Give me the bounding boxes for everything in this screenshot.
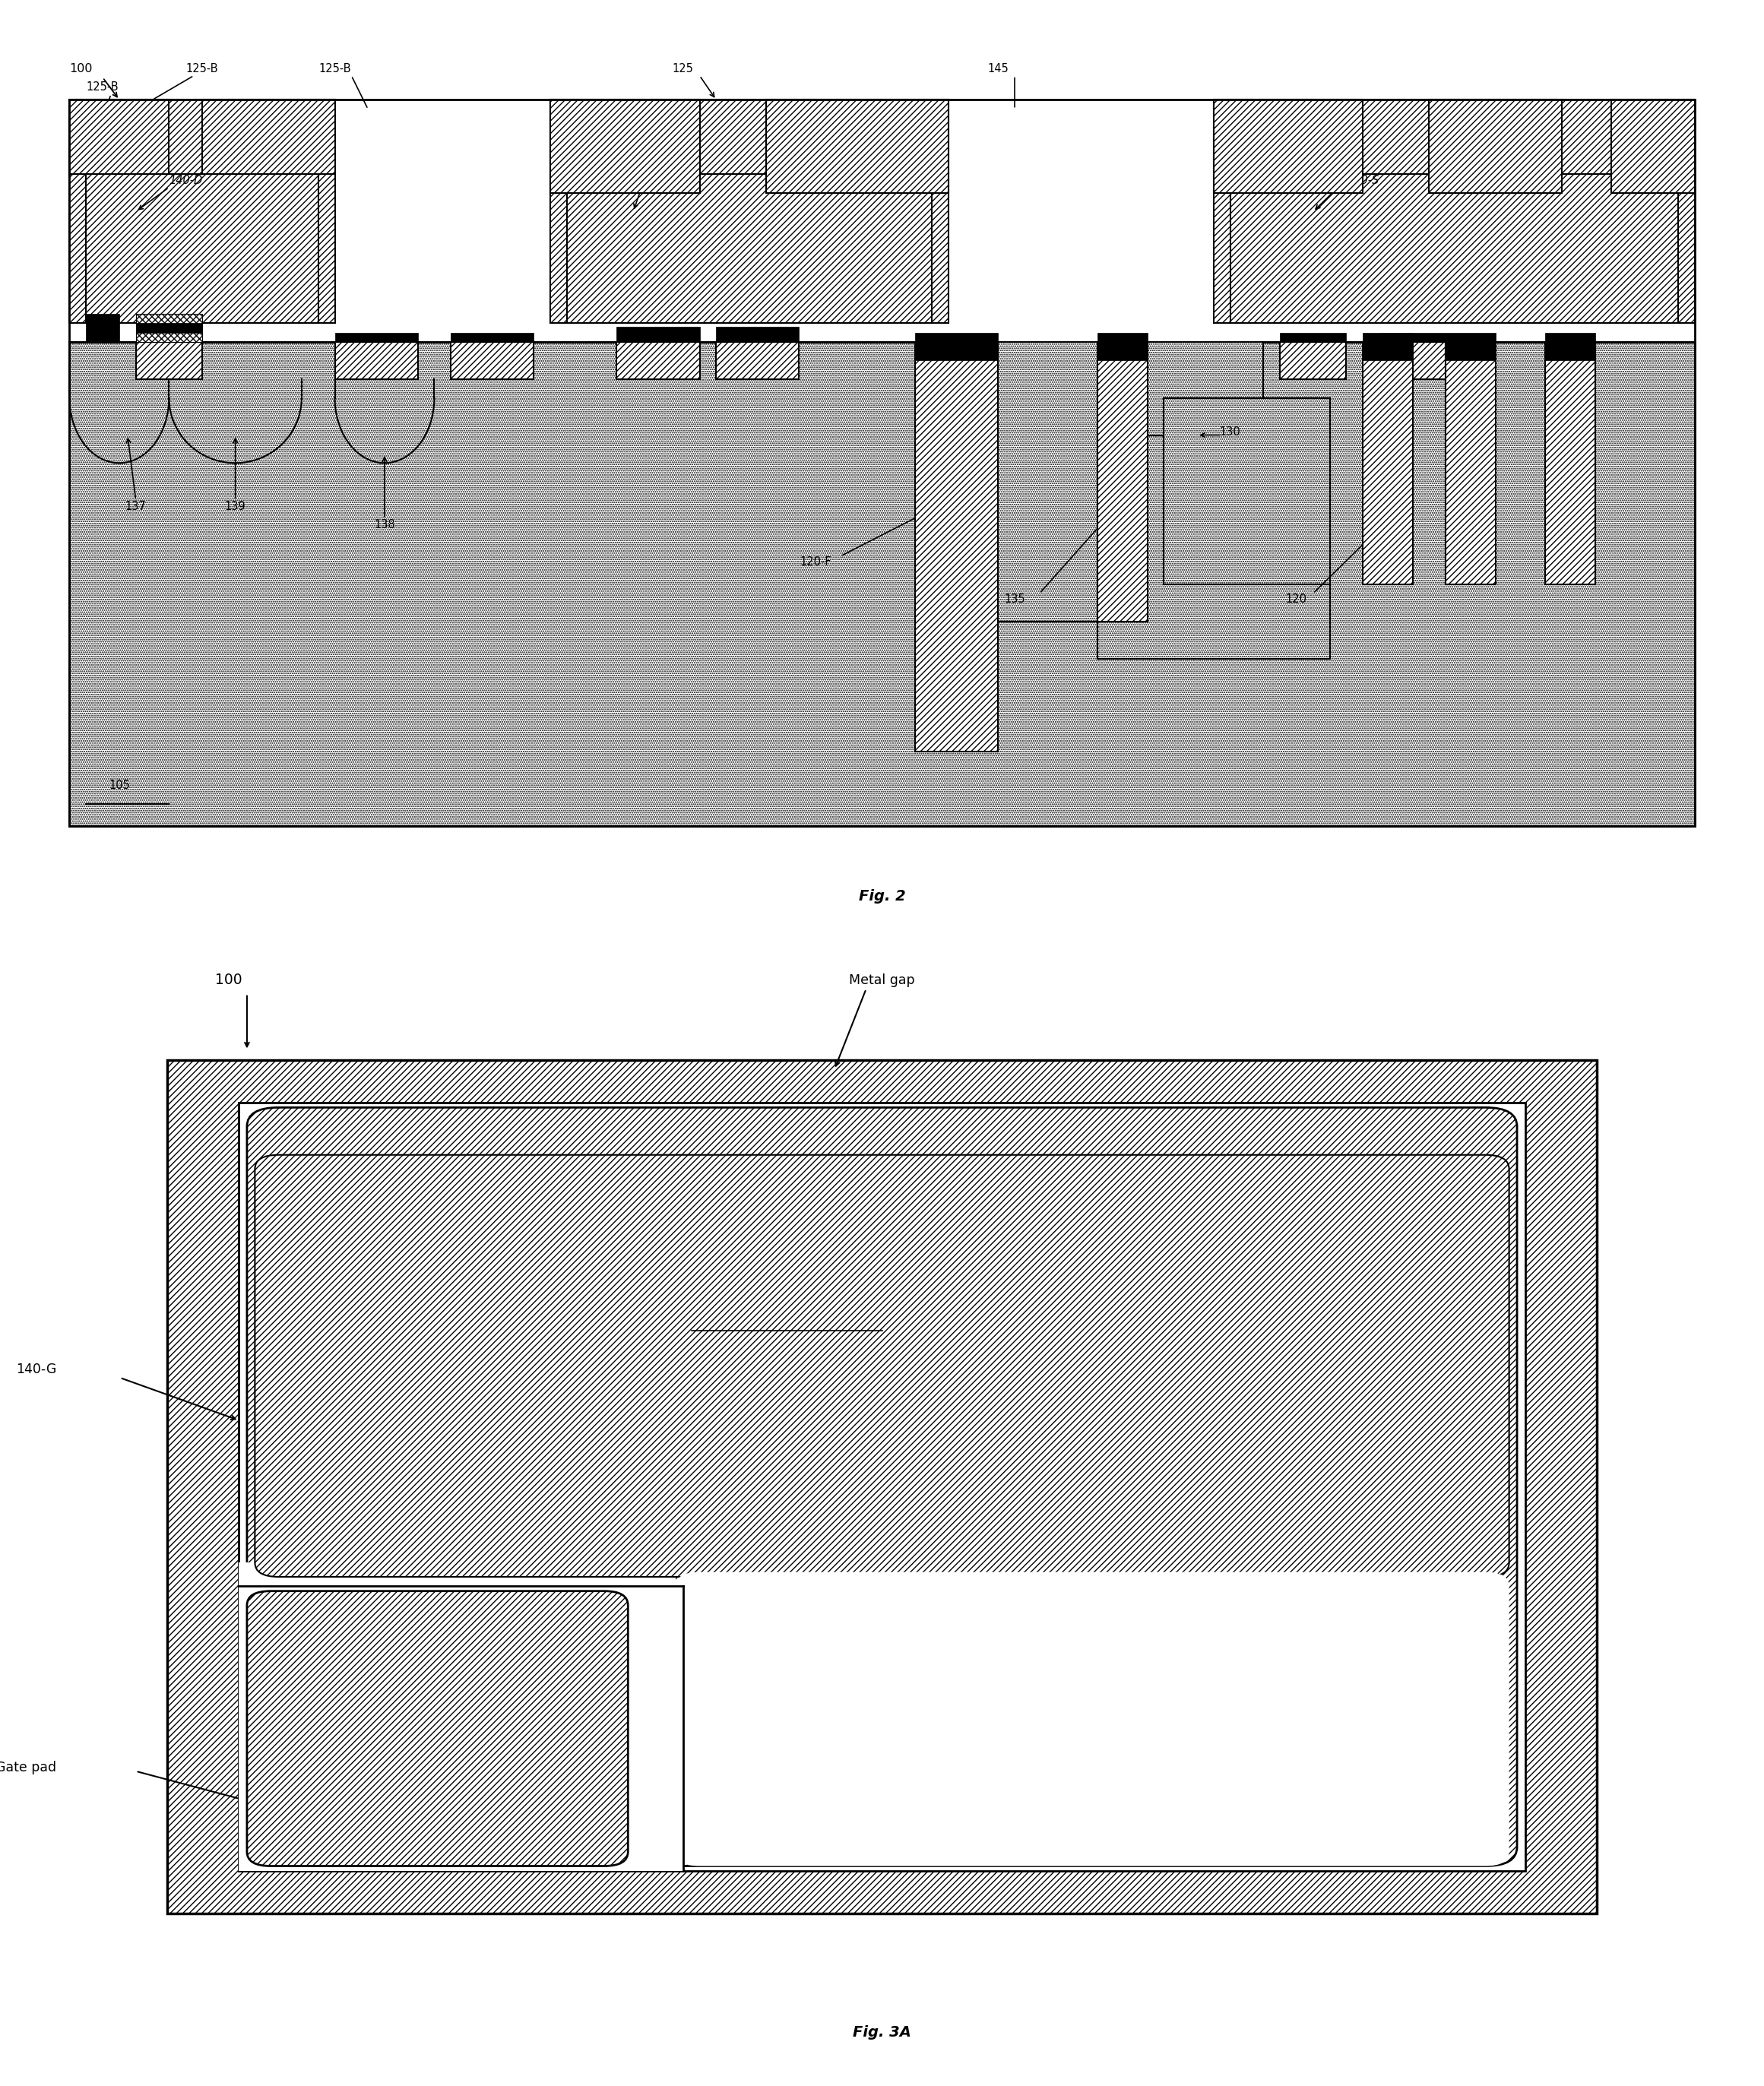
- Text: 105: 105: [109, 780, 131, 791]
- Text: Fig. 2: Fig. 2: [859, 889, 905, 903]
- Bar: [136, 323, 203, 332]
- Text: 120-F: 120-F: [799, 557, 831, 567]
- Bar: [240, 1562, 676, 1871]
- Bar: [168, 1060, 1596, 1913]
- Bar: [716, 328, 799, 342]
- Text: 120: 120: [1286, 595, 1307, 605]
- Bar: [1379, 342, 1446, 380]
- Bar: [240, 1103, 1524, 1871]
- Text: 140-G: 140-G: [16, 1362, 56, 1377]
- Bar: [1230, 175, 1678, 323]
- Text: 130: 130: [1219, 426, 1240, 438]
- Text: 139: 139: [224, 501, 245, 511]
- Bar: [916, 342, 998, 751]
- Bar: [1379, 332, 1446, 342]
- Bar: [136, 315, 203, 342]
- Bar: [1164, 398, 1330, 584]
- Bar: [452, 342, 534, 380]
- Bar: [766, 100, 949, 192]
- Bar: [452, 332, 534, 342]
- Text: 125-B: 125-B: [86, 81, 118, 92]
- Bar: [550, 100, 700, 192]
- FancyBboxPatch shape: [676, 1573, 1510, 1867]
- Bar: [550, 100, 949, 323]
- Text: 125-B: 125-B: [319, 63, 351, 75]
- Bar: [1612, 100, 1695, 192]
- Text: 140-S: 140-S: [736, 1306, 774, 1318]
- Text: Fig. 3A: Fig. 3A: [852, 2026, 912, 2040]
- Text: Metal gap: Metal gap: [848, 974, 916, 987]
- Bar: [1545, 342, 1595, 584]
- Text: 137: 137: [125, 501, 146, 511]
- Text: 140-S: 140-S: [1346, 175, 1379, 186]
- Bar: [1446, 342, 1496, 584]
- Bar: [1097, 342, 1147, 622]
- Bar: [86, 175, 318, 323]
- Bar: [1364, 332, 1413, 361]
- Bar: [69, 342, 1695, 826]
- Text: 100: 100: [215, 972, 242, 987]
- Bar: [1281, 342, 1346, 380]
- Bar: [1429, 100, 1561, 192]
- Bar: [1097, 332, 1147, 361]
- Text: 140-D: 140-D: [169, 175, 203, 186]
- Bar: [637, 1585, 684, 1871]
- Bar: [335, 342, 418, 380]
- Bar: [617, 328, 700, 342]
- Text: Gate pad: Gate pad: [0, 1761, 56, 1775]
- Bar: [69, 100, 169, 175]
- Bar: [1214, 100, 1364, 192]
- Text: 135: 135: [1004, 595, 1025, 605]
- Text: 138: 138: [374, 519, 395, 530]
- Text: 140-G: 140-G: [633, 175, 667, 186]
- Bar: [203, 100, 335, 175]
- Text: 100: 100: [69, 63, 93, 75]
- Bar: [566, 175, 931, 323]
- FancyBboxPatch shape: [247, 1592, 628, 1867]
- Bar: [617, 342, 700, 380]
- Bar: [716, 342, 799, 380]
- Bar: [86, 315, 120, 342]
- Bar: [965, 342, 1263, 622]
- Bar: [1281, 332, 1346, 342]
- Bar: [1097, 436, 1330, 659]
- FancyBboxPatch shape: [247, 1108, 1517, 1867]
- Text: 125: 125: [672, 63, 693, 75]
- Text: 125-B: 125-B: [185, 63, 219, 75]
- Bar: [916, 332, 998, 361]
- Bar: [1446, 332, 1496, 361]
- Text: 145: 145: [988, 63, 1009, 75]
- Bar: [69, 100, 335, 323]
- FancyBboxPatch shape: [254, 1156, 1510, 1577]
- Bar: [1214, 100, 1695, 323]
- Bar: [1545, 332, 1595, 361]
- Bar: [136, 342, 203, 380]
- Bar: [335, 332, 418, 342]
- Bar: [1364, 342, 1413, 584]
